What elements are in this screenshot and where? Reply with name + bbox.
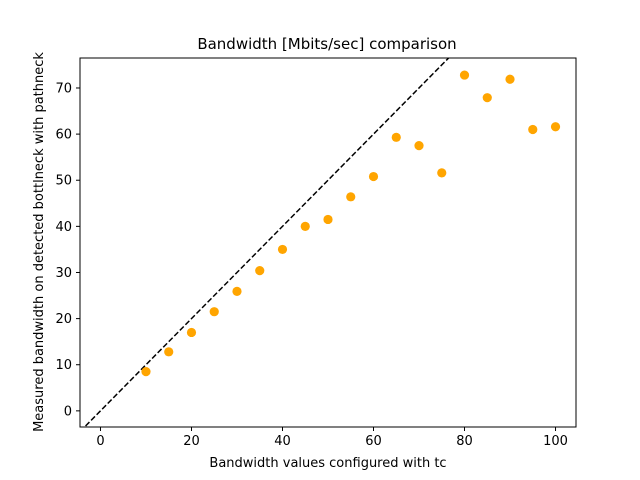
data-point [277, 244, 288, 255]
data-point [550, 122, 561, 132]
data-point [505, 74, 515, 84]
y-tick-label: 20 [55, 312, 72, 327]
y-tick-label: 50 [55, 174, 72, 189]
data-point [368, 171, 379, 182]
data-point [255, 266, 265, 276]
y-axis-title: Measured bandwidth on detected bottlneck… [32, 52, 47, 432]
data-point [300, 221, 310, 231]
x-tick-label: 0 [96, 434, 104, 449]
data-point [346, 192, 356, 202]
data-point [391, 132, 401, 142]
data-point [323, 214, 333, 225]
x-axis: 0 20 40 60 80 100 [96, 427, 568, 449]
data-point [186, 327, 197, 338]
plot-area [83, 58, 561, 427]
y-tick-label: 0 [64, 404, 72, 419]
x-tick-label: 20 [183, 434, 200, 449]
y-tick-label: 60 [55, 128, 72, 143]
data-point [164, 347, 174, 357]
data-point [482, 93, 492, 103]
data-point [232, 286, 242, 296]
x-axis-title: Bandwidth values configured with tc [209, 456, 446, 471]
x-tick-label: 60 [365, 434, 382, 449]
x-tick-label: 100 [543, 434, 568, 449]
data-point [437, 168, 447, 178]
x-tick-label: 40 [274, 434, 291, 449]
y-axis: 0 10 20 30 40 50 60 70 [55, 81, 80, 419]
plot-frame [79, 57, 577, 428]
chart-title: Bandwidth [Mbits/sec] comparison [197, 35, 456, 53]
data-point [414, 141, 424, 151]
y-tick-label: 30 [55, 266, 72, 281]
data-point [209, 307, 219, 317]
data-point [141, 367, 151, 377]
y-tick-label: 10 [55, 358, 72, 373]
y-tick-label: 70 [55, 81, 72, 96]
y-tick-label: 40 [55, 220, 72, 235]
x-tick-label: 80 [456, 434, 473, 449]
data-point [459, 70, 470, 80]
data-point [528, 124, 538, 135]
